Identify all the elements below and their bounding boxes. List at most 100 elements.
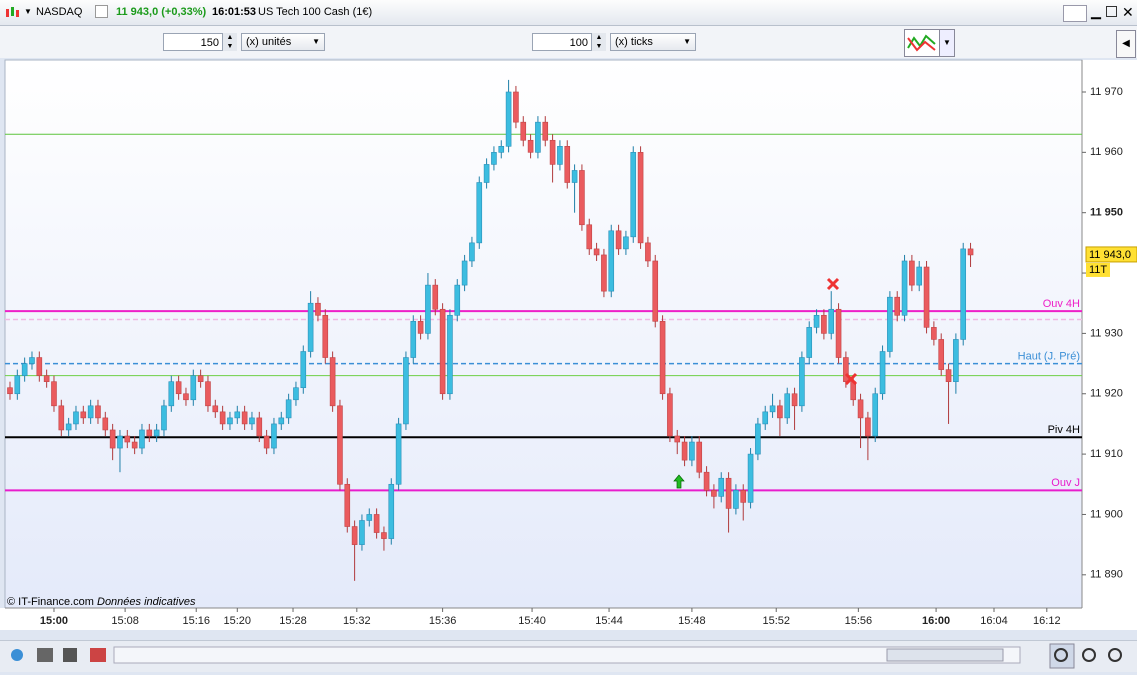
bottom-tools[interactable]: [11, 648, 106, 662]
title-bar: ▼ NASDAQ 11 943,0 (+0,33%) 16:01:53 US T…: [0, 0, 1137, 26]
candle-body: [469, 242, 475, 262]
candle-body: [256, 417, 263, 437]
candle-body: [29, 357, 35, 364]
candle-body: [777, 405, 783, 419]
candle-body: [131, 441, 138, 449]
candle-body: [102, 417, 109, 431]
instrument: US Tech 100 Cash (1€): [258, 6, 373, 18]
last-price-box: [1085, 246, 1137, 263]
candle-body: [608, 230, 615, 292]
candle-body: [249, 417, 255, 425]
y-tick-label: 11 910: [1090, 448, 1123, 460]
units-dropdown[interactable]: (x) unités ▼: [241, 33, 325, 51]
x-axis-panel: [0, 608, 1137, 630]
ticks-dropdown[interactable]: (x) ticks ▼: [610, 33, 696, 51]
checkbox[interactable]: [95, 5, 108, 18]
x-tick-label: 15:00: [40, 615, 68, 627]
candle-body: [586, 224, 593, 250]
maximize-button[interactable]: [1106, 6, 1117, 17]
candle-body: [696, 441, 703, 473]
scrollbar[interactable]: [113, 646, 1021, 664]
tick-count-box: [1086, 262, 1110, 277]
candle-body: [337, 405, 343, 485]
candle-body: [769, 405, 776, 413]
candle-body: [373, 514, 380, 533]
units-label: (x) unités: [246, 36, 292, 48]
zoom-tools[interactable]: [1049, 643, 1122, 669]
candle-body: [784, 393, 791, 419]
candle-body: [520, 121, 527, 141]
candle-body: [212, 405, 219, 413]
toolbar: 150 ▲ ▼ (x) unités ▼ 100 ▲ ▼ (x) ticks ▼ ▼ ◀: [0, 26, 1137, 58]
candle-body: [351, 526, 358, 545]
candle-body: [645, 242, 651, 262]
candle-body: [425, 284, 431, 334]
x-tick-label: 15:56: [845, 615, 873, 627]
x-tick-label: 16:04: [980, 615, 1008, 627]
app-icon: [6, 7, 19, 17]
last-price: 11 943,0: [1089, 249, 1131, 261]
level-label: Haut (J. Pré): [1018, 350, 1080, 362]
spinner[interactable]: ▲ ▼: [223, 33, 237, 51]
candle-body: [674, 435, 681, 443]
candle-body: [285, 399, 292, 419]
candle-body: [80, 411, 87, 419]
candle-body: [703, 471, 710, 491]
candle-body: [300, 351, 307, 389]
minimize-button[interactable]: ▁: [1091, 4, 1101, 19]
sell-signal: [844, 372, 858, 386]
candle-body: [887, 296, 893, 352]
indicator-menu[interactable]: ▼: [939, 29, 955, 57]
candle-body: [623, 236, 629, 250]
candle-body: [43, 375, 50, 382]
chart: Ouv 4H Haut (J. Pré) Piv 4H Ouv J 11 890 11 9…: [0, 59, 1137, 630]
y-tick-label: 11 930: [1090, 327, 1123, 339]
spinner[interactable]: ▲ ▼: [592, 33, 606, 51]
symbol[interactable]: NASDAQ: [36, 6, 83, 18]
candle-body: [953, 339, 959, 382]
candle-body: [747, 453, 754, 503]
candle-body: [909, 260, 915, 286]
candle-body: [109, 429, 116, 449]
sell-signal: [826, 277, 840, 291]
candle-body: [498, 146, 505, 153]
y-tick-label: 11 950: [1090, 207, 1123, 219]
ticks-label: (x) ticks: [615, 36, 653, 48]
candle-body: [681, 441, 688, 461]
x-tick-label: 16:12: [1033, 615, 1061, 627]
candle-body: [637, 152, 644, 244]
menu-arrow[interactable]: ▼: [24, 7, 32, 16]
candle-body: [835, 308, 842, 358]
candle-body: [388, 483, 395, 539]
units-input[interactable]: 150: [163, 33, 223, 51]
candle-body: [403, 357, 409, 425]
side-panel-button[interactable]: ◀: [1116, 30, 1136, 58]
candle-body: [410, 321, 417, 358]
candle-body: [894, 296, 901, 316]
candle-body: [557, 146, 563, 165]
ticks-input[interactable]: 100: [532, 33, 592, 51]
indicator-button[interactable]: [904, 29, 940, 57]
candle-body: [821, 314, 827, 334]
scroll-thumb[interactable]: [886, 648, 1004, 662]
candle-body: [689, 441, 695, 461]
candle-body: [923, 266, 930, 328]
candle-body: [190, 375, 197, 401]
candle-body: [234, 411, 241, 419]
copyright: © IT-Finance.com: [7, 596, 94, 608]
candle-body: [491, 152, 497, 165]
y-tick-label: 11 970: [1090, 86, 1123, 98]
candle-body: [227, 417, 233, 425]
close-button[interactable]: ✕: [1122, 4, 1134, 20]
candle-body: [725, 477, 732, 509]
candle-body: [652, 260, 659, 322]
candle-body: [36, 357, 43, 376]
candle-body: [315, 302, 321, 316]
level-label: Ouv 4H: [1043, 298, 1080, 310]
y-axis-panel: [1082, 60, 1137, 608]
candle-body: [535, 121, 541, 153]
candle-body: [549, 139, 556, 165]
keyboard-button[interactable]: [1063, 5, 1087, 22]
x-tick-label: 15:20: [224, 615, 252, 627]
